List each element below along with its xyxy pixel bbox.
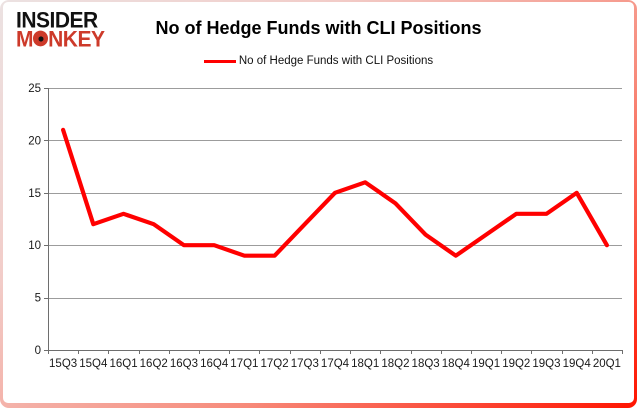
svg-text:19Q2: 19Q2 (502, 358, 530, 370)
svg-text:18Q2: 18Q2 (381, 358, 409, 370)
svg-text:15: 15 (28, 188, 41, 200)
svg-text:20: 20 (28, 135, 41, 147)
monkey-face-icon (33, 31, 49, 48)
insider-monkey-logo: INSIDER M NKEY (16, 8, 105, 52)
logo-word-insider: INSIDER (16, 8, 98, 33)
svg-text:19Q1: 19Q1 (472, 358, 500, 370)
svg-text:18Q1: 18Q1 (351, 358, 379, 370)
svg-text:17Q3: 17Q3 (291, 358, 319, 370)
svg-text:20Q1: 20Q1 (593, 358, 621, 370)
svg-text:17Q2: 17Q2 (261, 358, 289, 370)
svg-text:18Q3: 18Q3 (412, 358, 440, 370)
chart-card: INSIDER M NKEY No of Hedge Funds with CLI… (3, 2, 634, 403)
svg-text:19Q4: 19Q4 (563, 358, 592, 370)
logo-word-monkey: M NKEY (16, 27, 105, 52)
svg-text:16Q3: 16Q3 (170, 358, 198, 370)
svg-text:18Q4: 18Q4 (442, 358, 471, 370)
svg-text:5: 5 (35, 293, 41, 305)
svg-text:15Q4: 15Q4 (79, 358, 108, 370)
svg-text:25: 25 (28, 83, 41, 95)
page-title: No of Hedge Funds with CLI Positions (155, 18, 482, 38)
legend-line-swatch (203, 59, 236, 63)
svg-text:17Q4: 17Q4 (321, 358, 350, 370)
svg-text:19Q3: 19Q3 (532, 358, 560, 370)
svg-text:0: 0 (35, 345, 41, 357)
svg-text:17Q1: 17Q1 (230, 358, 258, 370)
svg-text:10: 10 (28, 240, 41, 252)
svg-text:16Q2: 16Q2 (140, 358, 168, 370)
legend-label: No of Hedge Funds with CLI Positions (238, 55, 434, 67)
svg-text:16Q1: 16Q1 (109, 358, 137, 370)
svg-text:15Q3: 15Q3 (49, 358, 77, 370)
svg-text:16Q4: 16Q4 (200, 358, 229, 370)
chart-legend: No of Hedge Funds with CLI Positions (3, 55, 634, 67)
